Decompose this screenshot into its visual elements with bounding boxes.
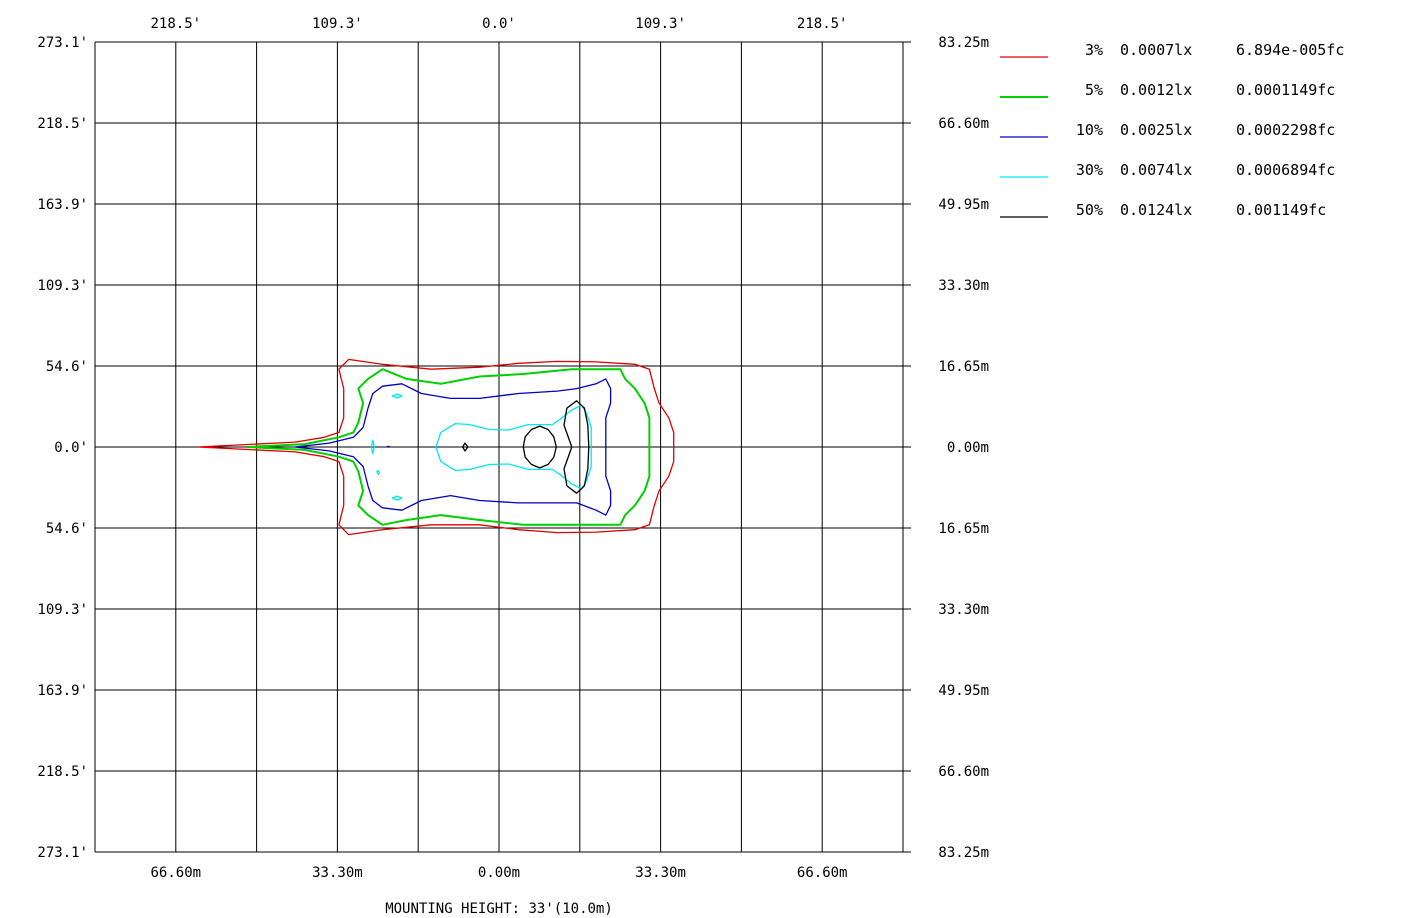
right-tick-label: 33.30m xyxy=(938,602,989,618)
top-tick-label: 218.5' xyxy=(797,16,848,32)
left-tick-label: 218.5' xyxy=(37,116,88,132)
legend-fc: 0.0006894fc xyxy=(1236,161,1335,179)
contour-10pct xyxy=(295,378,612,516)
left-tick-label: 54.6' xyxy=(46,359,88,375)
right-tick-label: 66.60m xyxy=(938,116,989,132)
mounting-height-label: MOUNTING HEIGHT: 33'(10.0m) xyxy=(385,901,613,917)
contour-island xyxy=(563,400,590,494)
right-tick-label: 49.95m xyxy=(938,197,989,213)
contour-30pct xyxy=(435,404,592,490)
contour-island xyxy=(376,469,381,475)
left-tick-label: 163.9' xyxy=(37,683,88,699)
legend-fc: 6.894e-005fc xyxy=(1236,41,1344,59)
legend-fc: 0.0002298fc xyxy=(1236,121,1335,139)
contour-island xyxy=(370,439,375,455)
left-tick-label: 163.9' xyxy=(37,197,88,213)
bottom-tick-label: 33.30m xyxy=(312,865,363,881)
left-tick-label: 54.6' xyxy=(46,521,88,537)
contour-island xyxy=(386,445,390,448)
contour-island xyxy=(391,393,403,399)
legend-lux: 0.0012lx xyxy=(1120,81,1192,99)
left-tick-label: 109.3' xyxy=(37,602,88,618)
legend-percent: 5% xyxy=(1085,81,1103,99)
legend-fc: 0.0001149fc xyxy=(1236,81,1335,99)
legend-percent: 10% xyxy=(1076,121,1103,139)
left-tick-label: 273.1' xyxy=(37,845,88,861)
contour-island xyxy=(391,495,403,501)
contour-lines xyxy=(198,358,675,536)
bottom-tick-label: 66.60m xyxy=(797,865,848,881)
top-tick-label: 109.3' xyxy=(635,16,686,32)
right-tick-label: 0.00m xyxy=(947,440,989,456)
legend-percent: 50% xyxy=(1076,201,1103,219)
contour-3pct xyxy=(198,358,675,536)
legend-fc: 0.001149fc xyxy=(1236,201,1326,219)
legend-percent: 30% xyxy=(1076,161,1103,179)
left-tick-label: 109.3' xyxy=(37,278,88,294)
legend-lux: 0.0007lx xyxy=(1120,41,1192,59)
right-tick-label: 16.65m xyxy=(938,359,989,375)
right-tick-label: 16.65m xyxy=(938,521,989,537)
right-tick-label: 33.30m xyxy=(938,278,989,294)
right-tick-label: 83.25m xyxy=(938,845,989,861)
contour-island xyxy=(462,442,469,452)
bottom-tick-label: 0.00m xyxy=(478,865,520,881)
top-tick-label: 0.0' xyxy=(482,16,516,32)
legend-lux: 0.0124lx xyxy=(1120,201,1192,219)
grid xyxy=(94,41,911,853)
legend-lux: 0.0074lx xyxy=(1120,161,1192,179)
bottom-tick-label: 66.60m xyxy=(151,865,202,881)
top-tick-label: 109.3' xyxy=(312,16,363,32)
contour-5pct xyxy=(246,368,651,526)
top-tick-label: 218.5' xyxy=(151,16,202,32)
contour-50pct xyxy=(522,425,557,469)
legend-percent: 3% xyxy=(1085,41,1103,59)
right-tick-label: 49.95m xyxy=(938,683,989,699)
left-tick-label: 273.1' xyxy=(37,35,88,51)
right-tick-label: 83.25m xyxy=(938,35,989,51)
legend: 3% 0.0007lx 6.894e-005fc 5% 0.0012lx 0.000114… xyxy=(1000,41,1344,219)
tick-labels: 218.5' 109.3' 0.0' 109.3' 218.5' 66.60m 33.30m… xyxy=(37,16,989,881)
legend-lux: 0.0025lx xyxy=(1120,121,1192,139)
left-tick-label: 218.5' xyxy=(37,764,88,780)
bottom-tick-label: 33.30m xyxy=(635,865,686,881)
right-tick-label: 66.60m xyxy=(938,764,989,780)
left-tick-label: 0.0' xyxy=(54,440,88,456)
